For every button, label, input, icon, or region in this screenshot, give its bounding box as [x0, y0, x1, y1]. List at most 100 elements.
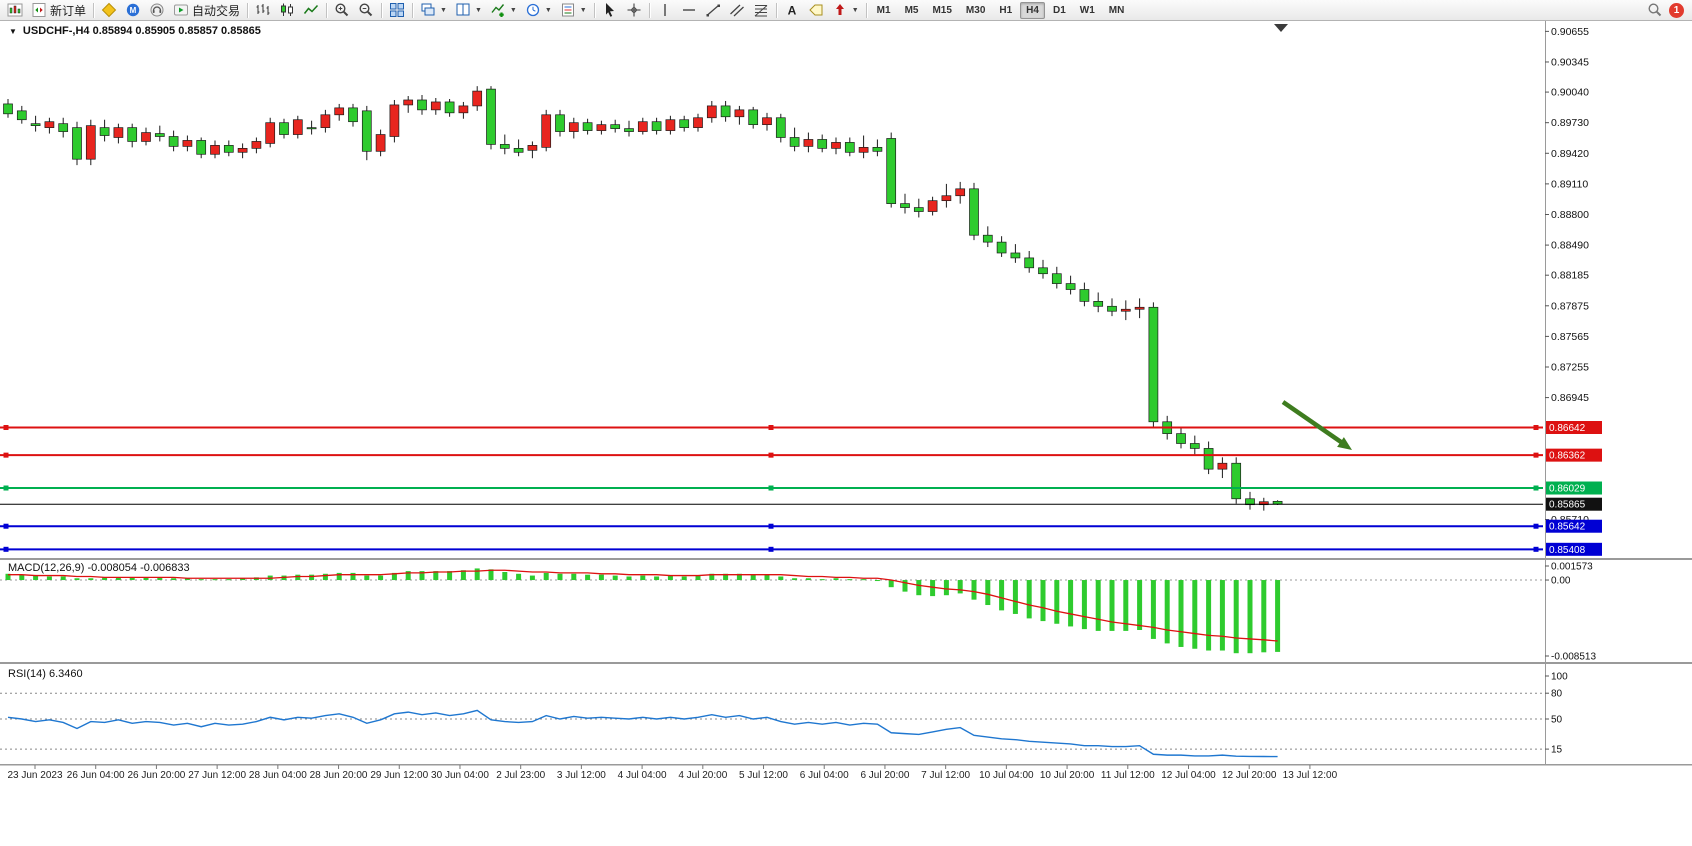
search-icon[interactable] [1647, 2, 1663, 18]
line-handle[interactable] [1533, 425, 1539, 431]
macd-histogram-bar [888, 580, 894, 588]
candle-body [72, 127, 82, 160]
candle-body [817, 139, 828, 149]
horizontal-line-tool-button[interactable] [677, 0, 701, 21]
timeframe-h1-button[interactable]: H1 [999, 4, 1013, 16]
zoom-out-button[interactable] [354, 0, 378, 21]
price-tick-label: 0.87255 [1551, 361, 1589, 373]
tile-vertical-button[interactable]: ▼ [451, 0, 486, 21]
rsi-pane[interactable] [0, 664, 1543, 762]
text-label-tool-button[interactable] [804, 0, 828, 21]
price-scale[interactable] [1546, 21, 1692, 764]
line-handle[interactable] [1533, 452, 1539, 458]
line-handle[interactable] [3, 546, 9, 552]
fibonacci-icon [754, 5, 768, 17]
macd-pane[interactable] [0, 560, 1543, 660]
cursor-button[interactable] [598, 0, 622, 21]
line-handle[interactable] [768, 546, 774, 552]
macd-histogram-bar [778, 576, 784, 581]
candle-body [430, 101, 441, 111]
candle-body [58, 123, 69, 132]
candle-body [803, 139, 814, 147]
tile-windows-button[interactable] [385, 0, 409, 21]
candle-body [444, 101, 455, 114]
line-chart-button[interactable] [299, 0, 323, 21]
macd-histogram-bar [391, 572, 397, 581]
mql5-community-button[interactable]: M [121, 0, 145, 21]
candle-body [637, 121, 648, 132]
trend-arrow-head[interactable] [1337, 437, 1352, 450]
zoom-in-button[interactable] [330, 0, 354, 21]
autotrading-button[interactable]: 自动交易 [169, 0, 244, 21]
candle-body [251, 141, 262, 149]
channel-tool-button[interactable] [725, 0, 749, 21]
candle-body [527, 145, 538, 151]
periods-button[interactable]: ▼ [521, 0, 556, 21]
candle-body [844, 142, 855, 153]
timeframe-m5-button[interactable]: M5 [904, 4, 919, 16]
candle-body [196, 140, 207, 155]
new-chart-button[interactable] [3, 0, 27, 21]
one-click-trading-arrow-icon[interactable]: ▼ [9, 26, 17, 36]
vertical-line-tool-button[interactable] [653, 0, 677, 21]
line-handle[interactable] [3, 425, 9, 431]
fibonacci-tool-button[interactable] [749, 0, 773, 21]
chart-shift-marker[interactable] [1274, 24, 1288, 32]
timeframe-m30-button[interactable]: M30 [965, 4, 986, 16]
metaeditor-button[interactable] [97, 0, 121, 21]
line-handle[interactable] [768, 452, 774, 458]
line-handle[interactable] [768, 425, 774, 431]
notification-badge[interactable]: 1 [1669, 2, 1684, 18]
candle-body [1203, 448, 1214, 470]
trendline-tool-button[interactable] [701, 0, 725, 21]
line-handle[interactable] [3, 485, 9, 491]
trendline-icon [706, 4, 720, 17]
time-label: 28 Jun 04:00 [249, 770, 307, 781]
timeframe-w1-button[interactable]: W1 [1079, 4, 1095, 16]
time-label: 10 Jul 04:00 [979, 770, 1034, 781]
macd-histogram-bar [143, 577, 149, 581]
macd-histogram-bar [364, 575, 370, 581]
macd-histogram-bar [433, 571, 439, 581]
crosshair-button[interactable] [622, 0, 646, 21]
line-handle[interactable] [1533, 523, 1539, 529]
candle-body [182, 140, 193, 147]
candle-body [458, 105, 469, 114]
timeframe-h4-button[interactable]: H4 [1020, 1, 1045, 19]
candle-body [996, 241, 1007, 254]
macd-histogram-bar [1026, 580, 1032, 619]
new-order-button[interactable]: 新订单 [27, 0, 90, 21]
rsi-line [7, 709, 1278, 758]
candlestick-chart-button[interactable] [275, 0, 299, 21]
rsi-axis-label: 15 [1551, 745, 1563, 756]
support-button[interactable] [145, 0, 169, 21]
line-handle[interactable] [3, 452, 9, 458]
time-label: 12 Jul 20:00 [1222, 770, 1277, 781]
candle-body [237, 147, 248, 153]
add-indicator-button[interactable]: ▼ [486, 0, 521, 21]
line-handle[interactable] [1533, 485, 1539, 491]
time-scale[interactable] [0, 766, 1692, 846]
trend-arrow-annotation[interactable] [1281, 400, 1343, 444]
cascade-windows-button[interactable]: ▼ [416, 0, 451, 21]
timeframe-m1-button[interactable]: M1 [876, 4, 891, 16]
templates-button[interactable]: ▼ [556, 0, 591, 21]
candle-body [693, 117, 703, 128]
line-handle[interactable] [1533, 546, 1539, 552]
text-tool-button[interactable]: A [780, 0, 804, 21]
timeframe-d1-button[interactable]: D1 [1052, 4, 1066, 16]
candle-body [541, 114, 552, 148]
bar-chart-button[interactable] [251, 0, 275, 21]
time-label: 29 Jun 12:00 [370, 770, 428, 781]
arrows-tool-button[interactable]: ▼ [828, 0, 863, 21]
line-handle[interactable] [768, 485, 774, 491]
time-label: 10 Jul 20:00 [1040, 770, 1095, 781]
line-handle[interactable] [3, 523, 9, 529]
pane-separator-rsi[interactable] [0, 662, 1692, 664]
timeframe-mn-button[interactable]: MN [1108, 4, 1125, 16]
timeframe-m15-button[interactable]: M15 [932, 4, 952, 16]
main-chart-pane[interactable] [0, 22, 1543, 558]
pane-separator-macd[interactable] [0, 558, 1692, 560]
line-handle[interactable] [768, 523, 774, 529]
macd-histogram-bar [985, 580, 991, 606]
